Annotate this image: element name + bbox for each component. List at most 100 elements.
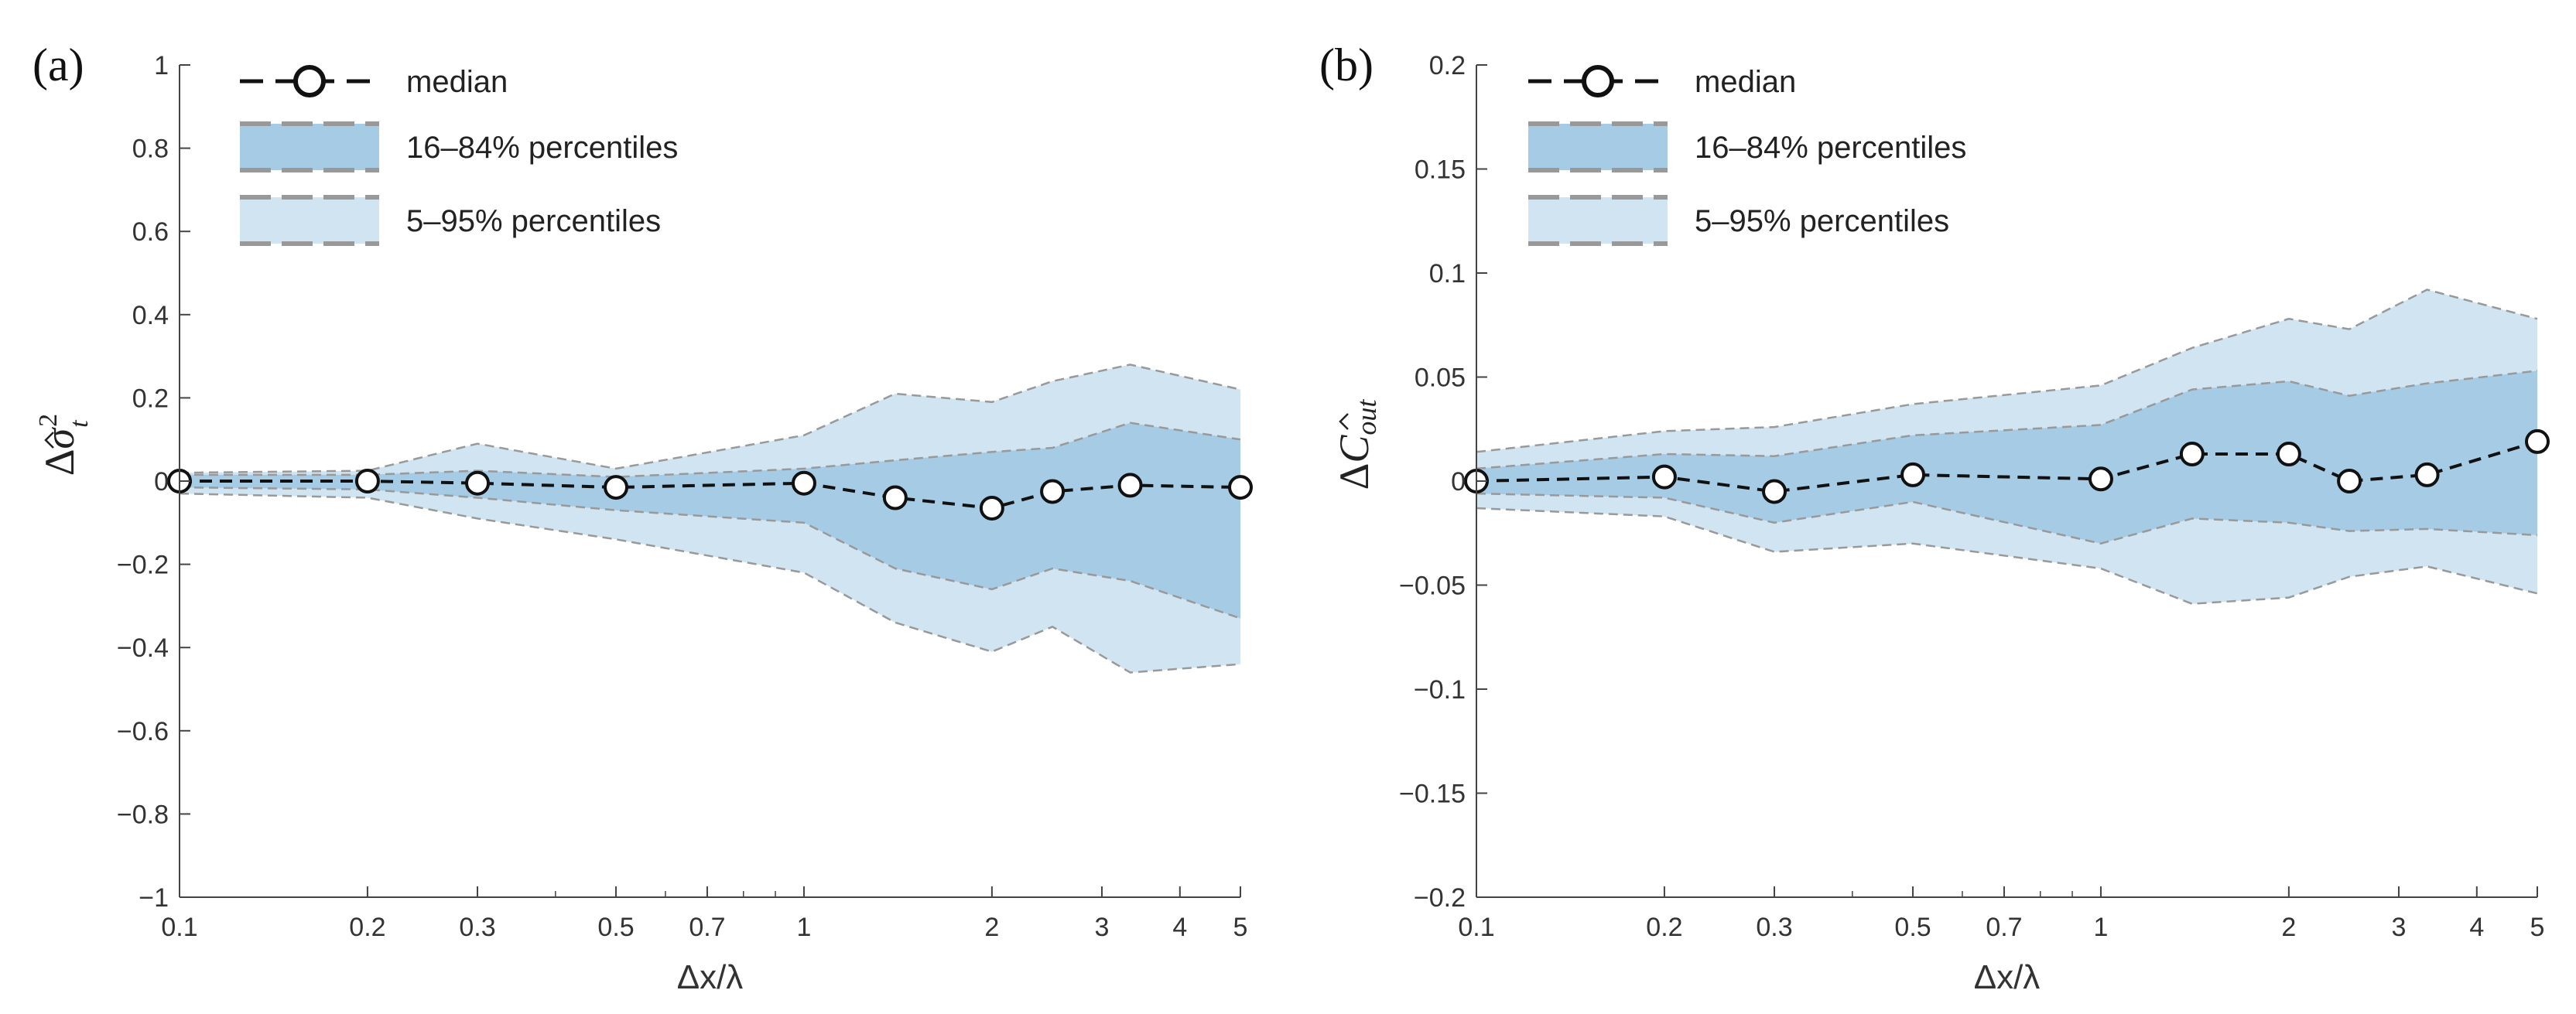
x-axis-label: Δx/λ	[1974, 958, 2041, 996]
median-point	[1040, 479, 1066, 504]
hat-accent	[44, 432, 54, 449]
y-tick-label: −0.15	[1399, 780, 1466, 809]
x-tick-label: 0.3	[459, 913, 495, 942]
band-edge-5-95-lower	[1476, 507, 2538, 605]
y-tick-label: −0.2	[1414, 883, 1466, 913]
median-point	[882, 485, 908, 510]
legend-swatch-16-84	[1528, 124, 1668, 170]
legend-swatch-5-95	[1528, 197, 1668, 244]
median-point	[2525, 428, 2550, 454]
x-tick-label: 2	[984, 913, 999, 942]
y-tick-label: −0.8	[117, 800, 169, 829]
y-tick-label: 0.05	[1415, 364, 1466, 393]
legend-label-16-84: 16–84% percentiles	[1695, 131, 1966, 165]
x-tick-label: 0.3	[1756, 913, 1792, 942]
y-label-symbol: σ	[36, 426, 83, 449]
band-edge-16-84-upper	[1476, 370, 2538, 470]
x-tick-label: 5	[1233, 913, 1248, 942]
median-point	[1117, 473, 1143, 498]
panel-label: (a)	[32, 39, 84, 90]
x-tick-label: 0.5	[597, 913, 634, 942]
band-edge-5-95-lower	[179, 492, 1241, 674]
x-tick-label: 1	[2093, 913, 2108, 942]
x-tick-label: 4	[1172, 913, 1187, 942]
median-point	[1228, 475, 1253, 500]
legend-median-marker	[293, 65, 326, 97]
y-tick-label: 0	[1451, 467, 1466, 497]
panel-label: (b)	[1319, 39, 1374, 90]
legend: median 16–84% percentiles 5–95% percentile…	[1528, 65, 1966, 246]
median-point	[354, 469, 380, 493]
y-tick-label: 0.6	[132, 217, 169, 247]
y-tick-label: −0.2	[117, 551, 169, 580]
median-point	[1651, 464, 1677, 490]
median-line	[180, 480, 1241, 510]
median-point	[2276, 442, 2301, 467]
legend-label-16-84: 16–84% percentiles	[406, 131, 678, 165]
hat-accent	[1339, 413, 1349, 430]
x-tick-label: 1	[796, 913, 811, 942]
y-tick-label: 0	[154, 467, 169, 497]
legend-label-5-95: 5–95% percentiles	[406, 204, 661, 238]
band-edge-5-95-upper	[1476, 288, 2538, 453]
band-edge-16-84-upper	[180, 422, 1241, 478]
median-point	[2179, 442, 2205, 467]
band-5-95	[180, 364, 1240, 673]
x-tick-label: 3	[1095, 913, 1110, 942]
median-point	[979, 495, 1004, 521]
y-tick-label: −0.1	[1414, 675, 1466, 705]
x-tick-label: 5	[2530, 913, 2545, 942]
y-axis-label: Δσ2t	[34, 414, 94, 476]
median-point	[2088, 466, 2113, 492]
y-label-superscript: 2	[34, 414, 63, 427]
x-tick-label: 0.1	[1458, 913, 1494, 942]
y-tick-label: 1	[154, 51, 169, 80]
y-tick-label: 0.15	[1415, 155, 1466, 185]
y-axis-label: ΔCout	[1331, 399, 1382, 490]
legend-label-median: median	[406, 65, 508, 99]
x-tick-label: 0.5	[1894, 913, 1931, 942]
legend: median 16–84% percentiles 5–95% percentile…	[240, 65, 678, 246]
band-16-84	[1476, 370, 2537, 544]
x-tick-label: 0.2	[1646, 913, 1682, 942]
y-label-prefix: Δ	[36, 449, 83, 476]
x-tick-label: 0.7	[689, 913, 725, 942]
median-point	[465, 470, 491, 496]
y-label-symbol: C	[1331, 435, 1377, 463]
median-point	[604, 475, 629, 500]
legend-label-5-95: 5–95% percentiles	[1695, 204, 1949, 238]
y-tick-label: −0.4	[117, 633, 169, 663]
y-tick-label: −1	[139, 883, 169, 913]
band-16-84	[180, 422, 1240, 619]
legend-swatch-5-95	[240, 197, 379, 244]
x-axis-label: Δx/λ	[677, 958, 744, 996]
y-tick-label: 0.1	[1429, 259, 1466, 288]
median-point	[2337, 469, 2362, 493]
median-point	[791, 470, 816, 496]
legend-swatch-16-84	[240, 124, 379, 170]
x-tick-label: 4	[2469, 913, 2484, 942]
y-tick-label: −0.6	[117, 717, 169, 746]
panel-a: −1 −0.8 −0.6 −0.4 −0.2 0 0.2 0.4 0.6 0.8 1 0.1 0.2 0.…	[32, 39, 1253, 996]
panel-b: −0.2 −0.15 −0.1 −0.05 0 0.05 0.1 0.15 0.2 0.1 0.2 0…	[1319, 39, 2550, 996]
x-tick-label: 3	[2392, 913, 2407, 942]
band-edge-16-84-lower	[1476, 492, 2538, 545]
x-tick-label: 0.1	[161, 913, 197, 942]
y-label-subscript: t	[65, 419, 94, 428]
y-label-prefix: Δ	[1331, 463, 1377, 490]
median-point	[1900, 462, 1926, 487]
y-tick-label: 0.8	[132, 135, 169, 164]
band-edge-16-84-lower	[179, 486, 1241, 620]
y-label-subscript: out	[1351, 399, 1382, 435]
x-tick-label: 0.7	[1986, 913, 2022, 942]
y-tick-label: 0.2	[132, 384, 169, 413]
y-tick-label: 0.4	[132, 301, 169, 330]
y-tick-label: 0.2	[1429, 51, 1466, 80]
x-tick-label: 0.2	[349, 913, 385, 942]
median-point	[2414, 462, 2440, 487]
band-edge-5-95-upper	[179, 364, 1241, 474]
legend-label-median: median	[1695, 65, 1796, 99]
median-line	[1476, 439, 2538, 493]
y-tick-label: −0.05	[1399, 572, 1466, 601]
